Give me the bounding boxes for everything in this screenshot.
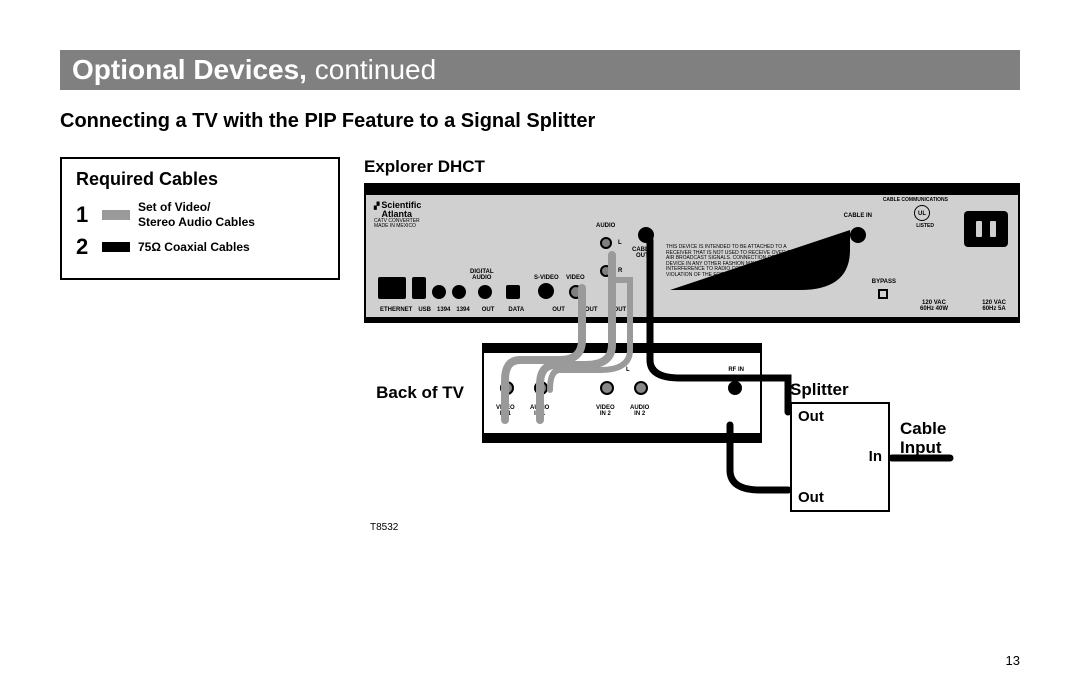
subheading: Connecting a TV with the PIP Feature to …	[60, 110, 1020, 133]
fcc-notice: THIS DEVICE IS INTENDED TO BE ATTACHED T…	[666, 245, 806, 278]
ethernet-port	[378, 277, 406, 299]
cable-input-label: Cable Input	[900, 420, 946, 457]
diagram-column: Explorer DHCT ▞ Scientific Atlanta CATV …	[364, 157, 1020, 443]
splitter-box: Out In Out	[790, 402, 890, 512]
header-rest: continued	[307, 54, 436, 85]
label: LISTED	[916, 223, 934, 229]
label: S-VIDEO	[534, 275, 559, 281]
splitter-in: In	[869, 448, 882, 465]
page-number: 13	[1006, 653, 1020, 668]
audio-left-port	[600, 237, 612, 249]
label: CABLE COMMUNICATIONS	[883, 197, 948, 203]
dhct-panel: ▞ Scientific Atlanta CATV CONVERTER MADE…	[364, 183, 1020, 323]
splitter-label: Splitter	[790, 380, 890, 400]
label: DIGITALAUDIO	[470, 269, 494, 281]
cable-in-port	[850, 227, 866, 243]
splitter-out2: Out	[798, 489, 824, 506]
figure-reference: T8532	[370, 522, 398, 533]
power-inlet	[964, 211, 1008, 247]
tv-label: Back of TV	[364, 343, 464, 403]
label: AUDIO	[596, 223, 615, 229]
label: L	[618, 240, 622, 246]
audio-right-port	[600, 265, 612, 277]
header-bold: Optional Devices,	[72, 54, 307, 85]
label: CABLE IN	[844, 213, 872, 219]
label: CABLE OUT	[632, 247, 653, 259]
cable-item: 1 Set of Video/ Stereo Audio Cables	[76, 200, 324, 230]
label: VIDEO	[566, 275, 585, 281]
label: VIDEO IN 1	[496, 405, 515, 417]
cable-swatch	[102, 242, 130, 252]
label: R	[618, 268, 622, 274]
label: AUDIO IN 1	[530, 405, 549, 417]
tv-audio-in2	[634, 381, 648, 395]
cable-num: 1	[76, 202, 94, 228]
cable-out-port	[638, 227, 654, 243]
tv-rf-in	[728, 381, 742, 395]
tv-video-in2	[600, 381, 614, 395]
usb-port	[412, 277, 426, 299]
ul-mark: UL	[914, 205, 930, 221]
label: VIDEO IN 2	[596, 405, 615, 417]
required-cables-box: Required Cables 1 Set of Video/ Stereo A…	[60, 157, 340, 280]
splitter-area: Splitter Out In Out	[790, 380, 890, 512]
cable-desc: 75Ω Coaxial Cables	[138, 240, 250, 255]
cable-swatch	[102, 210, 130, 220]
tv-audio-in1	[534, 381, 548, 395]
bypass-switch	[878, 289, 888, 299]
tv-panel: VIDEO IN 1 AUDIO IN 1 VIDEO IN 2 AUDIO I…	[482, 343, 762, 443]
ieee1394-port	[452, 285, 466, 299]
label: AUDIO IN 2	[630, 405, 649, 417]
label: L	[626, 367, 630, 373]
port-labels-row: ETHERNET USB 1394 1394 OUT DATA OUT OUT …	[374, 307, 1010, 313]
data-port	[506, 285, 520, 299]
splitter-out1: Out	[798, 408, 824, 425]
section-header: Optional Devices, continued	[60, 50, 1020, 90]
label: R	[652, 367, 656, 373]
svideo-port	[538, 283, 554, 299]
cable-num: 2	[76, 234, 94, 260]
brand-logo: ▞ Scientific Atlanta CATV CONVERTER MADE…	[374, 201, 421, 229]
digital-audio-port	[478, 285, 492, 299]
dhct-label: Explorer DHCT	[364, 157, 1020, 177]
label: RF IN	[728, 367, 744, 373]
label: BYPASS	[872, 279, 896, 285]
required-cables-title: Required Cables	[76, 169, 324, 190]
cable-item: 2 75Ω Coaxial Cables	[76, 234, 324, 260]
video-out-port	[569, 285, 583, 299]
tv-video-in1	[500, 381, 514, 395]
cable-desc: Set of Video/ Stereo Audio Cables	[138, 200, 255, 230]
ieee1394-port	[432, 285, 446, 299]
